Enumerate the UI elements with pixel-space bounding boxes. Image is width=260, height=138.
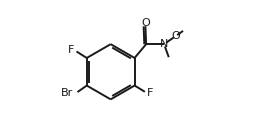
Text: O: O xyxy=(171,31,180,41)
Text: F: F xyxy=(147,88,154,98)
Text: N: N xyxy=(160,39,168,49)
Text: O: O xyxy=(141,18,150,28)
Text: F: F xyxy=(68,45,74,55)
Text: Br: Br xyxy=(61,88,73,98)
